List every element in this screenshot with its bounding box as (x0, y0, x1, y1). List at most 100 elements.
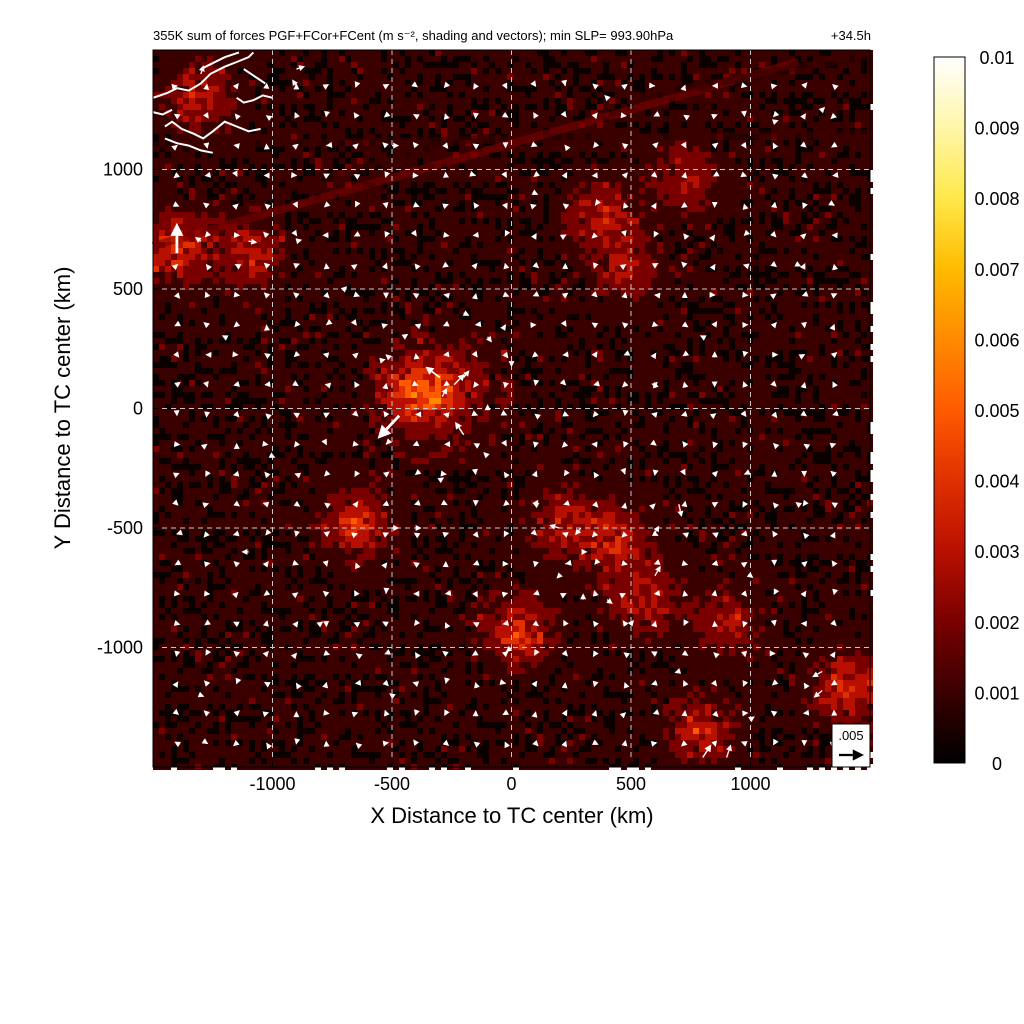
heat-cell (843, 182, 849, 188)
heat-cell (369, 218, 375, 224)
heat-cell (231, 278, 237, 284)
heat-cell (825, 116, 831, 122)
heat-cell (567, 68, 573, 74)
heat-cell (369, 92, 375, 98)
heat-cell (543, 248, 549, 254)
heat-cell (579, 230, 585, 236)
heat-cell (405, 278, 411, 284)
heat-cell (645, 218, 651, 224)
heat-cell (591, 224, 597, 230)
heat-cell (753, 116, 759, 122)
heat-cell (315, 350, 321, 356)
heat-cell (249, 272, 255, 278)
heat-cell (393, 326, 399, 332)
heat-cell (297, 128, 303, 134)
heat-cell (645, 68, 651, 74)
heat-cell (705, 50, 711, 56)
heat-cell (255, 158, 261, 164)
heat-cell (213, 230, 219, 236)
heat-cell (411, 248, 417, 254)
heat-cell (219, 248, 225, 254)
heat-cell (555, 206, 561, 212)
heat-cell (699, 68, 705, 74)
heat-cell (513, 350, 519, 356)
heat-cell (633, 188, 639, 194)
heat-cell (399, 104, 405, 110)
heat-cell (621, 140, 627, 146)
heat-cell (207, 278, 213, 284)
heat-cell (651, 272, 657, 278)
heat-cell (183, 176, 189, 182)
heat-cell (723, 344, 729, 350)
heat-cell (837, 242, 843, 248)
heat-cell (273, 272, 279, 278)
heat-cell (267, 278, 273, 284)
heat-cell (855, 350, 861, 356)
heat-cell (315, 254, 321, 260)
heat-cell (345, 332, 351, 338)
heat-cell (663, 254, 669, 260)
heat-cell (603, 182, 609, 188)
heat-cell (693, 284, 699, 290)
heat-cell (453, 224, 459, 230)
heat-cell (561, 218, 567, 224)
heat-cell (639, 242, 645, 248)
heat-cell (591, 122, 597, 128)
heat-cell (765, 284, 771, 290)
heat-cell (357, 194, 363, 200)
heat-cell (177, 302, 183, 308)
heat-cell (363, 176, 369, 182)
heat-cell (537, 98, 543, 104)
heat-cell (267, 284, 273, 290)
heat-cell (489, 356, 495, 362)
heat-cell (537, 326, 543, 332)
heat-cell (597, 68, 603, 74)
heat-cell (471, 74, 477, 80)
heat-cell (615, 230, 621, 236)
heat-cell (363, 356, 369, 362)
heat-cell (759, 188, 765, 194)
heat-cell (573, 218, 579, 224)
heat-cell (183, 92, 189, 98)
heat-cell (369, 302, 375, 308)
heat-cell (519, 194, 525, 200)
heat-cell (579, 92, 585, 98)
heat-cell (831, 308, 837, 314)
heat-cell (723, 92, 729, 98)
heat-cell (537, 146, 543, 152)
heat-cell (213, 74, 219, 80)
heat-cell (525, 50, 531, 56)
heat-cell (561, 296, 567, 302)
heat-cell (825, 110, 831, 116)
heat-cell (681, 56, 687, 62)
heat-cell (423, 134, 429, 140)
heat-cell (159, 272, 165, 278)
heat-cell (681, 116, 687, 122)
heat-cell (627, 188, 633, 194)
heat-cell (609, 242, 615, 248)
heat-cell (243, 332, 249, 338)
heat-cell (375, 278, 381, 284)
heat-cell (183, 56, 189, 62)
heat-cell (219, 218, 225, 224)
heat-cell (363, 242, 369, 248)
heat-cell (309, 62, 315, 68)
heat-cell (819, 248, 825, 254)
heat-cell (357, 236, 363, 242)
heat-cell (375, 188, 381, 194)
heat-cell (231, 236, 237, 242)
heat-cell (639, 350, 645, 356)
heat-cell (741, 188, 747, 194)
heat-cell (267, 338, 273, 344)
heat-cell (309, 272, 315, 278)
heat-cell (549, 242, 555, 248)
heat-cell (831, 86, 837, 92)
heat-cell (849, 332, 855, 338)
heat-cell (291, 224, 297, 230)
heat-cell (759, 338, 765, 344)
heat-cell (693, 230, 699, 236)
heat-cell (267, 266, 273, 272)
heat-cell (375, 272, 381, 278)
heat-cell (729, 260, 735, 266)
heat-cell (453, 80, 459, 86)
